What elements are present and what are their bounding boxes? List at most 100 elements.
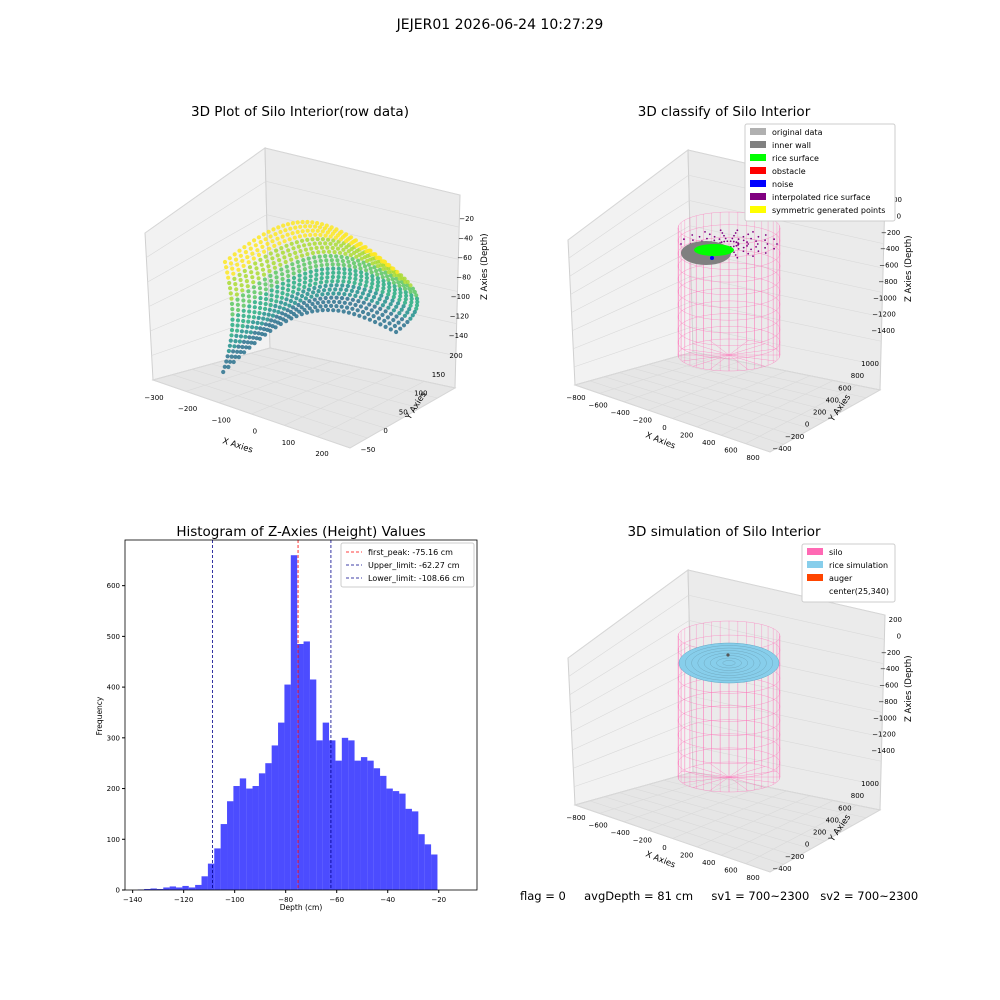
raw-point (284, 297, 289, 302)
raw-point (303, 233, 308, 238)
raw-left-pane (144, 147, 271, 381)
raw-point (313, 281, 318, 286)
simulation-rice-mesh (716, 657, 742, 669)
gridline (574, 746, 693, 787)
raw-point (409, 293, 414, 298)
raw-point (268, 302, 273, 308)
histogram-x-tick-label-3: −80 (278, 896, 293, 904)
silo-floor-spoke (728, 354, 766, 367)
raw-point (357, 313, 362, 318)
raw-point (329, 303, 334, 308)
silo-floor-spoke (728, 776, 766, 788)
raw-z-tick-labels: −20 −40 −60 −80 −100 −120 −140 (449, 215, 474, 340)
raw-point (278, 300, 284, 305)
raw-point (369, 298, 374, 303)
raw-point (379, 293, 384, 298)
raw-point (239, 283, 244, 288)
gridline (633, 368, 826, 422)
raw-point (345, 283, 350, 289)
raw-point (386, 288, 392, 293)
raw-point (315, 300, 320, 305)
raw-point (414, 296, 420, 301)
silo-floor-spoke (692, 343, 730, 356)
raw-point (326, 237, 331, 242)
raw-point (257, 310, 262, 316)
raw-point (408, 303, 413, 308)
histogram-bar-19 (258, 773, 266, 890)
raw-point (345, 296, 350, 301)
raw-point (283, 301, 288, 307)
gridline (633, 788, 826, 842)
classify-interp-point (747, 252, 750, 255)
gridline (172, 374, 368, 439)
classify-interp-point (732, 245, 735, 248)
classify-x-axis-label: X Axies (644, 431, 677, 452)
histogram-y-tick-label-3: 300 (107, 734, 120, 742)
raw-point (364, 275, 369, 281)
histogram-bar-32 (341, 737, 349, 890)
raw-point (396, 301, 401, 306)
raw-point (405, 319, 410, 325)
histogram-y-ticks: 0 100 200 300 400 500 600 (107, 582, 125, 895)
raw-point (247, 335, 252, 340)
classify-interp-point (737, 247, 740, 250)
raw-point (373, 319, 378, 325)
raw-point (398, 290, 403, 295)
raw-point (319, 222, 325, 227)
raw-point (287, 252, 292, 258)
raw-point (230, 266, 235, 271)
raw-point (346, 249, 351, 254)
silo-floor-spoke (692, 354, 730, 367)
legend-label: obstacle (772, 167, 806, 176)
legend-label: interpolated rice surface (772, 193, 870, 202)
raw-point (290, 294, 295, 299)
raw-point (268, 278, 274, 283)
raw-point (280, 281, 285, 286)
raw-point (248, 330, 253, 335)
raw-point (247, 241, 252, 246)
gridline (146, 181, 266, 258)
raw-point (398, 294, 403, 299)
raw-point (401, 283, 406, 288)
histogram-bar-33 (348, 740, 355, 890)
raw-point (258, 291, 263, 296)
raw-point (258, 301, 263, 306)
raw-point (335, 258, 340, 263)
figure-title: JEJER01 2026-06-24 10:27:29 (396, 17, 604, 33)
silo-floor-spoke (728, 776, 777, 783)
raw-point (345, 305, 350, 310)
histogram-bars (137, 555, 438, 890)
raw-point (321, 249, 326, 254)
raw-point (391, 266, 396, 271)
raw-point (319, 271, 325, 276)
simulation-x-tick-5: 200 (680, 852, 693, 860)
raw-point (280, 234, 285, 239)
raw-point (258, 326, 263, 331)
raw-point (231, 359, 236, 365)
raw-point (342, 292, 347, 297)
raw-point (319, 245, 325, 250)
classify-interp-point (736, 229, 739, 232)
histogram-bar-13 (220, 824, 228, 890)
raw-point (310, 228, 315, 233)
raw-point (384, 295, 389, 301)
raw-point (297, 234, 302, 239)
raw-point (251, 335, 256, 340)
raw-point (314, 293, 319, 298)
classify-interp-point (713, 239, 716, 242)
raw-point (340, 258, 345, 264)
gridline (688, 594, 885, 640)
raw-point (379, 271, 384, 276)
raw-point (291, 275, 297, 281)
raw-point (364, 272, 369, 277)
silo-floor-spoke (728, 776, 749, 792)
classify-interp-point (723, 234, 725, 237)
classify-interp-point (706, 237, 708, 240)
raw-point (396, 320, 401, 325)
histogram-bar-43 (411, 811, 419, 890)
raw-point (367, 302, 372, 307)
classify-interp-point (691, 234, 694, 236)
classify-interp-point (704, 230, 706, 233)
silo-floor-spoke (681, 776, 730, 783)
raw-point (336, 274, 341, 280)
